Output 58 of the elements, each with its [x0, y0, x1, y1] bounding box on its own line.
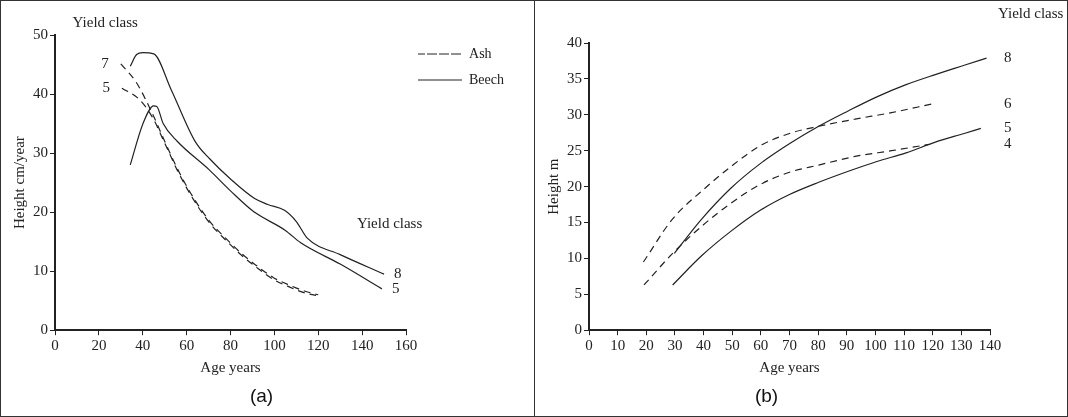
text: (a): [249, 384, 274, 406]
y-tick-label: 15: [567, 213, 582, 230]
x-tick-label: 20: [638, 337, 654, 354]
annotation: 5: [102, 79, 110, 96]
text: Yield class: [998, 5, 1064, 22]
x-tick-label: 60: [753, 337, 769, 354]
x-tick-label: 120: [307, 337, 330, 354]
y-tick-label: 40: [33, 84, 48, 101]
annotation: Yield class: [356, 214, 423, 231]
x-tick-label: 140: [978, 337, 1002, 354]
y-tick-label: 10: [567, 249, 582, 266]
x-tick-label: 120: [921, 337, 944, 354]
x-tick-label: 110: [893, 337, 916, 354]
text: 4: [1004, 135, 1012, 152]
y-tick-label: 20: [33, 203, 48, 220]
y-tick-label: 30: [33, 144, 48, 161]
series-label: 5: [1004, 119, 1012, 136]
x-tick-label: 130: [950, 337, 973, 354]
x-axis-title: Age years: [200, 359, 261, 376]
y-tick-label: 0: [574, 321, 582, 338]
y-tick-label: 5: [574, 285, 582, 302]
x-tick-label: 160: [394, 337, 418, 354]
series-label: 8: [1004, 49, 1012, 66]
y-tick-label: 0: [40, 321, 48, 338]
y-tick-label: 40: [567, 33, 582, 50]
x-tick-label: 90: [839, 337, 855, 354]
y-tick-label: 35: [567, 69, 582, 86]
y-tick-label: 25: [567, 141, 582, 158]
x-tick-label: 80: [810, 337, 826, 354]
x-tick-label: 10: [610, 337, 626, 354]
legend-label: Beech: [469, 71, 504, 87]
x-tick-label: 20: [91, 337, 107, 354]
x-tick-label: 80: [223, 337, 239, 354]
x-tick-label: 40: [135, 337, 151, 354]
y-tick-label: 20: [567, 177, 582, 194]
annotation: 5: [391, 279, 400, 296]
x-tick-label: 140: [350, 337, 374, 354]
x-tick-label: 60: [179, 337, 195, 354]
y-tick-label: 30: [567, 105, 582, 122]
y-tick-label: 10: [33, 262, 48, 279]
text: Yield class: [72, 14, 139, 31]
y-axis-title: Height m: [544, 158, 561, 215]
x-axis-title: Age years: [759, 359, 820, 376]
x-tick-label: 0: [51, 337, 59, 354]
x-tick-label: 100: [263, 337, 286, 354]
x-tick-label: 50: [724, 337, 740, 354]
annotation: 8: [394, 265, 402, 282]
x-tick-label: 30: [667, 337, 683, 354]
y-tick-label: 50: [33, 25, 48, 42]
annotation: 7: [101, 54, 110, 71]
text: 6: [1004, 94, 1012, 111]
text: (b): [754, 384, 779, 406]
y-axis-title: Height cm/year: [10, 136, 27, 230]
x-tick-label: 0: [585, 337, 593, 354]
legend-label: Ash: [469, 45, 492, 61]
x-tick-label: 100: [864, 337, 887, 354]
x-tick-label: 40: [696, 337, 712, 354]
x-tick-label: 70: [782, 337, 797, 354]
